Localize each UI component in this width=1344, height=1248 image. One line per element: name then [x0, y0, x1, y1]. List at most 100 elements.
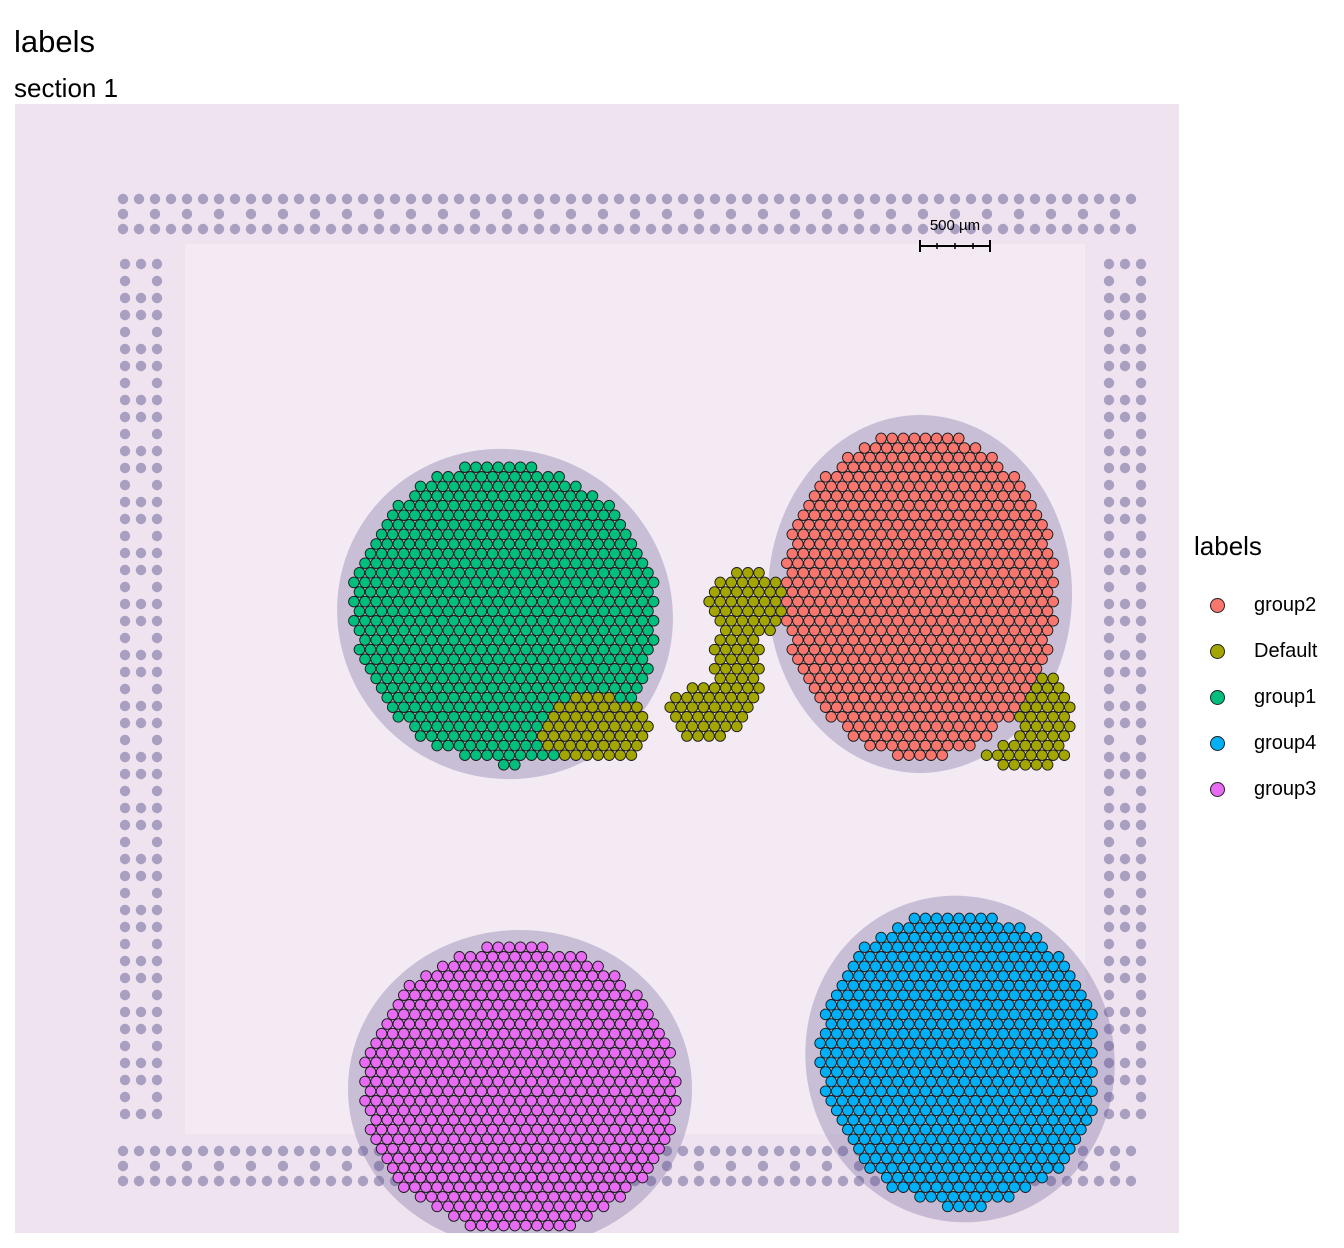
spot-group4: [903, 1075, 915, 1088]
spot-group2: [986, 720, 998, 733]
spot-group2: [930, 701, 943, 713]
spot-group4: [1008, 1066, 1021, 1078]
spot-group1: [475, 567, 488, 579]
spot-group4: [964, 931, 976, 944]
fiducial-dot: [119, 717, 131, 729]
fiducial-dot: [677, 223, 689, 235]
spot-group1: [486, 547, 499, 560]
spot-group4: [1036, 1133, 1048, 1145]
spot-group2: [869, 557, 882, 569]
spot-group2: [908, 509, 921, 521]
spot-group4: [947, 1191, 960, 1203]
spot-group1: [509, 586, 521, 598]
spot-group4: [953, 1143, 965, 1155]
spot-group1: [542, 701, 554, 713]
spot-group1: [403, 711, 416, 723]
spot-group1: [492, 634, 504, 646]
spot-group1: [531, 509, 543, 521]
spot-group2: [1036, 653, 1048, 665]
spot-group1: [431, 528, 443, 541]
fiducial-dot: [119, 853, 131, 865]
spot-group3: [553, 1219, 565, 1232]
spot-default: [719, 663, 732, 675]
fiducial-dot: [151, 496, 163, 508]
spot-group4: [936, 1095, 948, 1107]
fiducial-dot: [1093, 223, 1105, 235]
spot-group1: [492, 480, 504, 493]
fiducial-dot: [151, 632, 163, 644]
spot-group4: [980, 979, 993, 992]
fiducial-dot: [1103, 904, 1115, 916]
spot-group3: [592, 1114, 604, 1126]
fiducial-dot: [629, 223, 641, 235]
spot-group1: [409, 720, 421, 733]
spot-group1: [459, 749, 471, 761]
spot-group1: [570, 653, 582, 665]
spot-group2: [969, 442, 982, 454]
spot-group4: [1014, 999, 1026, 1011]
spot-group4: [903, 999, 915, 1011]
spot-group2: [908, 720, 921, 733]
fiducial-dot: [1135, 921, 1147, 933]
spot-default: [559, 711, 571, 723]
spot-group3: [459, 1056, 471, 1069]
spot-group4: [858, 1018, 871, 1030]
spot-group1: [403, 672, 416, 685]
spot-group1: [398, 547, 410, 560]
spot-group2: [1008, 586, 1021, 598]
spot-group2: [925, 538, 937, 550]
spot-group3: [425, 979, 438, 992]
spot-group1: [431, 509, 443, 521]
spot-group3: [658, 1056, 671, 1069]
spot-group3: [564, 1027, 577, 1040]
spot-default: [1047, 749, 1059, 761]
fiducial-dot: [1125, 223, 1137, 235]
spot-group2: [853, 490, 865, 502]
fiducial-dot: [151, 989, 163, 1001]
spot-group4: [875, 1066, 887, 1078]
spot-group4: [1058, 1114, 1071, 1126]
spot-group3: [520, 1200, 532, 1213]
spot-group2: [930, 432, 943, 445]
spot-group2: [975, 528, 987, 541]
spot-group4: [825, 1018, 837, 1030]
fiducial-dot: [149, 223, 161, 235]
spot-group4: [936, 1075, 948, 1088]
spot-default: [980, 749, 993, 761]
spot-group4: [975, 1181, 987, 1193]
spot-group2: [958, 557, 971, 569]
spot-group3: [364, 1085, 377, 1097]
fiducial-dot: [837, 1175, 849, 1187]
spot-group3: [620, 1085, 632, 1097]
fiducial-dot: [741, 1145, 753, 1157]
spot-default: [725, 634, 738, 646]
spot-group4: [892, 979, 904, 992]
fiducial-dot: [677, 1175, 689, 1187]
spot-group2: [930, 643, 943, 656]
spot-group4: [1041, 1143, 1054, 1155]
spot-group1: [503, 711, 516, 723]
spot-group4: [919, 1162, 932, 1174]
spot-group1: [614, 576, 627, 589]
fiducial-dot: [277, 223, 289, 235]
spot-group4: [1025, 1056, 1037, 1069]
spot-group3: [547, 1171, 560, 1184]
spot-group4: [1047, 1018, 1059, 1030]
spot-group2: [969, 576, 982, 589]
spot-group4: [997, 1123, 1009, 1136]
spot-group1: [459, 672, 471, 685]
spot-group4: [1025, 1114, 1037, 1126]
spot-group4: [980, 1171, 993, 1184]
spot-group2: [925, 461, 937, 473]
spot-group1: [531, 663, 543, 675]
spot-group2: [892, 576, 904, 589]
spot-group1: [375, 682, 388, 694]
spot-group1: [431, 605, 443, 617]
spot-group3: [642, 1008, 654, 1021]
spot-group2: [914, 711, 926, 723]
spot-group2: [803, 576, 815, 589]
fiducial-dot: [1119, 1108, 1131, 1120]
spot-group3: [492, 1210, 504, 1222]
spot-group4: [880, 1056, 893, 1069]
spot-group1: [448, 576, 460, 589]
